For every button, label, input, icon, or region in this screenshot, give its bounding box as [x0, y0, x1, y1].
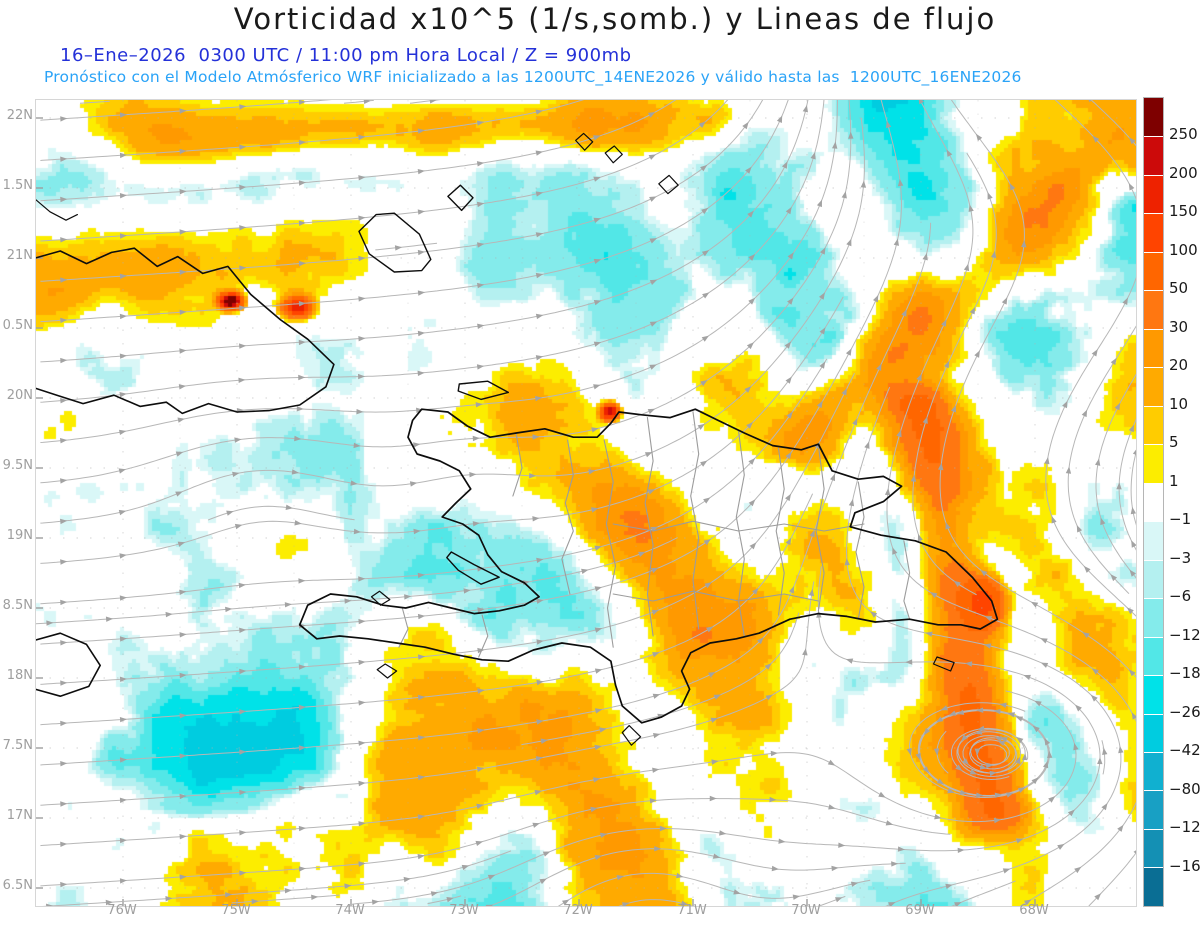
- streamlines: [36, 100, 1136, 906]
- colorbar-level-label: 30: [1169, 317, 1189, 336]
- lat-label: 1.5N: [2, 178, 33, 193]
- lat-label: 18N: [6, 668, 33, 683]
- colorbar-cell: [1144, 867, 1163, 906]
- colorbar-cell: [1144, 405, 1163, 445]
- chart-title: Vorticidad x10^5 (1/s,somb.) y Lineas de…: [233, 2, 997, 36]
- gridlines: [36, 100, 1136, 906]
- colorbar-cell: [1144, 828, 1163, 868]
- colorbar-level-label: 20: [1169, 356, 1189, 375]
- subtitle-datetime: 16–Ene–2026 0300 UTC / 11:00 pm Hora Loc…: [60, 45, 632, 66]
- vorticity-field-canvas: [36, 100, 1136, 906]
- colorbar-cell: [1144, 136, 1163, 175]
- colorbar-level-label: 1: [1169, 471, 1179, 490]
- colorbar-cell: [1144, 751, 1163, 791]
- colorbar-cell: [1144, 251, 1163, 291]
- colorbar-cell: [1144, 521, 1163, 560]
- colorbar-level-label: −3: [1169, 548, 1192, 567]
- lon-label: 72W: [563, 903, 593, 918]
- lat-label: 7.5N: [2, 738, 33, 753]
- colorbar-level-label: 200: [1169, 163, 1198, 182]
- colorbar-cell: [1144, 559, 1163, 599]
- colorbar-level-label: −18: [1169, 664, 1200, 683]
- lon-label: 76W: [107, 903, 137, 918]
- colorbar-cell: [1144, 444, 1163, 483]
- colorbar-level-label: −160: [1169, 856, 1200, 875]
- lat-label: 0.5N: [2, 318, 33, 333]
- colorbar-cell: [1144, 675, 1163, 714]
- colorbar-level-label: 150: [1169, 202, 1198, 221]
- lat-label: 19N: [6, 528, 33, 543]
- colorbar-level-label: 5: [1169, 433, 1179, 452]
- lon-label: 71W: [677, 903, 707, 918]
- colorbar-level-label: 50: [1169, 279, 1189, 298]
- colorbar-level-label: −6: [1169, 587, 1192, 606]
- colorbar-level-label: −12: [1169, 625, 1200, 644]
- lon-label: 74W: [335, 903, 365, 918]
- colorbar-cell: [1144, 98, 1163, 137]
- map-overlay: [36, 100, 1136, 906]
- colorbar-cell: [1144, 636, 1163, 676]
- lat-label: 21N: [6, 248, 33, 263]
- colorbar-level-label: −120: [1169, 818, 1200, 837]
- lon-label: 68W: [1019, 903, 1049, 918]
- lon-label: 73W: [449, 903, 479, 918]
- colorbar-cell: [1144, 790, 1163, 829]
- subtitle-model-info: Pronóstico con el Modelo Atmósferico WRF…: [44, 68, 1022, 86]
- colorbar-cell: [1144, 213, 1163, 252]
- lat-label: 22N: [6, 108, 33, 123]
- colorbar: [1143, 97, 1164, 907]
- colorbar-level-label: 10: [1169, 394, 1189, 413]
- lat-label: 9.5N: [2, 458, 33, 473]
- lon-label: 75W: [221, 903, 251, 918]
- map-panel: Sisπ – ONAMET/REP.DOM.: [35, 99, 1137, 907]
- lat-label: 6.5N: [2, 878, 33, 893]
- colorbar-level-label: 100: [1169, 240, 1198, 259]
- colorbar-level-label: −42: [1169, 741, 1200, 760]
- colorbar-cell: [1144, 174, 1163, 214]
- colorbar-cell: [1144, 598, 1163, 637]
- colorbar-level-label: −1: [1169, 510, 1192, 529]
- coastlines: [36, 132, 999, 746]
- colorbar-cell: [1144, 713, 1163, 752]
- colorbar-level-label: −80: [1169, 779, 1200, 798]
- lat-label: 17N: [6, 808, 33, 823]
- lon-label: 69W: [905, 903, 935, 918]
- colorbar-level-label: −26: [1169, 702, 1200, 721]
- colorbar-cell: [1144, 328, 1163, 368]
- colorbar-cell: [1144, 367, 1163, 406]
- colorbar-level-label: 250: [1169, 125, 1198, 144]
- admin-borders: [398, 411, 911, 658]
- lon-label: 70W: [791, 903, 821, 918]
- lat-label: 8.5N: [2, 598, 33, 613]
- colorbar-cell: [1144, 482, 1163, 522]
- colorbar-cell: [1144, 290, 1163, 329]
- lat-label: 20N: [6, 388, 33, 403]
